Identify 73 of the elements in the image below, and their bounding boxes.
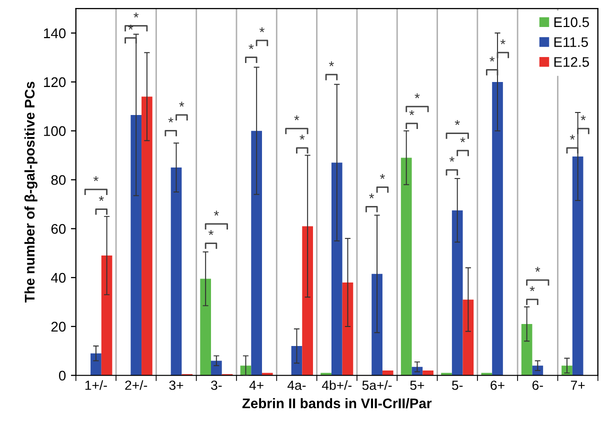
- legend-label: E11.5: [554, 37, 588, 48]
- bar: [291, 346, 302, 376]
- legend-label: E10.5: [554, 17, 589, 28]
- bar: [382, 370, 394, 376]
- bar: [90, 353, 102, 376]
- annotation: *: [580, 115, 586, 120]
- bar: [462, 300, 474, 376]
- annotation: *: [93, 176, 98, 182]
- bar: [521, 324, 532, 376]
- annotation: *: [460, 137, 466, 142]
- bar: [142, 96, 152, 376]
- annotation: *: [369, 193, 374, 198]
- y-tick-label: 0: [58, 370, 66, 381]
- y-tick-label: 60: [51, 224, 66, 234]
- bar: [101, 256, 112, 376]
- bar: [130, 114, 142, 376]
- x-tick-label: 3-: [211, 380, 222, 390]
- bar: [170, 168, 182, 376]
- bar: [492, 82, 503, 376]
- y-tick-label: 40: [51, 272, 66, 283]
- y-axis-title: The number of β-gal-positive PCs: [24, 82, 38, 303]
- annotation: *: [214, 210, 219, 216]
- x-tick-label: 3+: [169, 380, 184, 390]
- annotation: *: [248, 44, 254, 50]
- x-tick-label: 5+: [410, 380, 424, 390]
- annotation: *: [454, 120, 460, 125]
- x-axis-title: Zebrin II bands in VII-CrII/Par: [242, 398, 432, 408]
- y-tick-label: 120: [44, 77, 66, 88]
- annotation: *: [409, 110, 414, 116]
- annotation: *: [490, 56, 495, 62]
- x-tick-label: 5-: [452, 380, 463, 390]
- annotation: *: [134, 12, 139, 18]
- x-tick-label: 4a-: [288, 380, 306, 390]
- bar: [200, 278, 211, 376]
- x-tick-label: 7+: [570, 380, 585, 390]
- annotation: *: [98, 196, 104, 201]
- x-tick-label: 5a+/-: [362, 380, 392, 390]
- y-tick-label: 20: [51, 322, 66, 332]
- annotation: *: [328, 61, 334, 66]
- annotation: *: [570, 134, 575, 140]
- annotation: *: [168, 118, 174, 122]
- annotation: *: [179, 102, 184, 107]
- annotation: *: [260, 27, 264, 32]
- annotation: *: [535, 266, 540, 272]
- x-tick-label: 4+: [249, 380, 264, 390]
- annotation: *: [449, 156, 454, 162]
- annotation: *: [500, 39, 506, 44]
- bar: [422, 370, 434, 376]
- bar: [211, 360, 222, 376]
- annotation: *: [300, 134, 305, 140]
- bar: [400, 158, 412, 376]
- bar: [532, 366, 544, 376]
- x-tick-label: 1+/-: [85, 380, 107, 390]
- x-tick-label: 6-: [532, 380, 543, 390]
- bar: [572, 156, 584, 376]
- y-tick-label: 140: [44, 28, 66, 38]
- bar: [372, 274, 382, 376]
- annotation: *: [380, 174, 385, 179]
- x-tick-label: 2+/-: [125, 380, 148, 390]
- x-tick-label: 4b+/-: [322, 380, 352, 390]
- bar: [452, 210, 463, 376]
- bar: [302, 226, 313, 376]
- annotation: *: [208, 230, 214, 236]
- legend-label: E12.5: [554, 57, 589, 67]
- annotation: *: [294, 115, 300, 120]
- x-tick-label: 6+: [490, 380, 504, 390]
- annotation: *: [530, 286, 535, 292]
- bar: [331, 162, 342, 376]
- y-tick-label: 100: [44, 126, 66, 136]
- y-tick-label: 80: [51, 175, 66, 185]
- bar: [251, 130, 262, 376]
- bar: [342, 282, 354, 376]
- annotation: *: [414, 93, 420, 98]
